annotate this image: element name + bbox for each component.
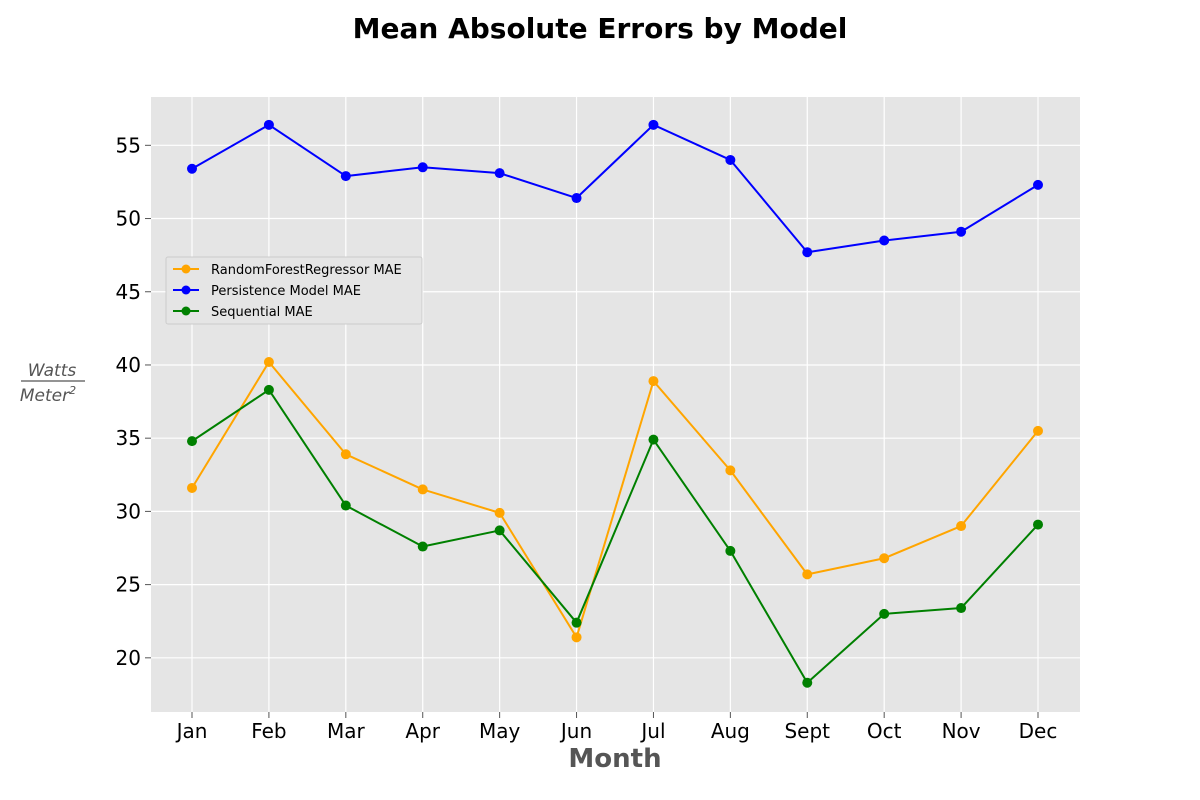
data-point <box>494 507 505 518</box>
x-tick-label: Dec <box>1019 719 1058 743</box>
x-tick-label: Mar <box>327 719 366 743</box>
series-line <box>191 388 1039 684</box>
data-point <box>1033 425 1043 436</box>
chart-title: Mean Absolute Errors by Model <box>353 12 848 45</box>
data-point <box>187 436 197 447</box>
y-axis-label-exponent: 2 <box>69 384 76 397</box>
x-tick-label: Nov <box>942 719 981 743</box>
data-point <box>879 608 890 619</box>
data-point <box>494 525 505 536</box>
data-point <box>187 163 197 174</box>
series-line <box>191 123 1039 254</box>
series-0 <box>187 357 1043 643</box>
data-point <box>340 449 351 460</box>
legend-label: Sequential MAE <box>211 305 313 320</box>
y-axis-label-denominator: Meter2 <box>20 384 76 406</box>
series-lines <box>187 119 1043 688</box>
y-tick-label: 35 <box>116 426 141 450</box>
data-point <box>648 119 659 130</box>
data-point <box>956 226 967 237</box>
data-point <box>1033 179 1043 190</box>
data-point <box>571 617 582 628</box>
data-point <box>802 247 813 258</box>
legend: RandomForestRegressor MAE Persistence Mod… <box>165 256 423 325</box>
y-tick-label: 45 <box>116 280 141 304</box>
y-tick-label: 55 <box>116 133 141 157</box>
data-point <box>1033 519 1043 530</box>
legend-label: RandomForestRegressor MAE <box>211 263 402 278</box>
y-tick-label: 40 <box>116 353 141 377</box>
data-point <box>187 482 197 493</box>
series-2 <box>187 384 1043 688</box>
x-tick-label: Jul <box>639 719 665 743</box>
legend-marker <box>181 264 191 274</box>
x-axis-label: Month <box>568 744 661 774</box>
data-point <box>725 154 736 165</box>
data-point <box>802 677 813 688</box>
x-tick-label: Jun <box>559 719 592 743</box>
x-tick-label: May <box>479 719 521 743</box>
y-axis-label-numerator: Watts <box>28 361 77 381</box>
data-point <box>879 553 890 564</box>
data-point <box>417 162 428 173</box>
series-1 <box>187 119 1043 258</box>
y-tick-label: 20 <box>116 646 141 670</box>
data-point <box>802 569 813 580</box>
legend-box <box>165 256 423 325</box>
series-line <box>191 361 1039 639</box>
legend-entry: RandomForestRegressor MAE <box>173 263 402 278</box>
data-point <box>725 465 736 476</box>
y-tick-label: 25 <box>116 573 141 597</box>
data-point <box>571 193 582 204</box>
legend-entry: Persistence Model MAE <box>173 284 361 299</box>
x-tick-labels: Jan Feb Mar Apr May Jun Jul Aug Sept Oct Nov Dec <box>175 712 1058 743</box>
legend-entry: Sequential MAE <box>173 305 313 320</box>
x-tick-label: Apr <box>405 719 440 743</box>
data-point <box>571 632 582 643</box>
legend-label: Persistence Model MAE <box>211 284 361 299</box>
plot-area <box>151 97 1080 712</box>
y-axis-label-denominator-base: Meter <box>20 386 70 406</box>
data-point <box>494 168 505 179</box>
y-axis-label: Watts Meter2 <box>20 361 85 406</box>
x-tick-label: Jan <box>175 719 208 743</box>
x-tick-label: Oct <box>867 719 902 743</box>
y-tick-label: 30 <box>116 499 141 523</box>
x-tick-label: Sept <box>784 719 830 743</box>
data-point <box>879 235 890 246</box>
data-point <box>417 484 428 495</box>
data-point <box>417 541 428 552</box>
data-point <box>263 357 274 368</box>
data-point <box>340 171 351 182</box>
data-point <box>340 500 351 511</box>
data-point <box>956 603 967 614</box>
data-point <box>648 376 659 387</box>
x-tick-label: Feb <box>251 719 286 743</box>
data-point <box>263 384 274 395</box>
legend-marker <box>181 285 191 295</box>
y-tick-label: 50 <box>116 207 141 231</box>
legend-marker <box>181 306 191 316</box>
data-point <box>725 545 736 556</box>
y-tick-labels: 20 25 30 35 40 45 50 55 <box>116 133 151 670</box>
data-point <box>648 434 659 445</box>
data-point <box>263 119 274 130</box>
x-tick-label: Aug <box>711 719 750 743</box>
data-point <box>956 521 967 532</box>
